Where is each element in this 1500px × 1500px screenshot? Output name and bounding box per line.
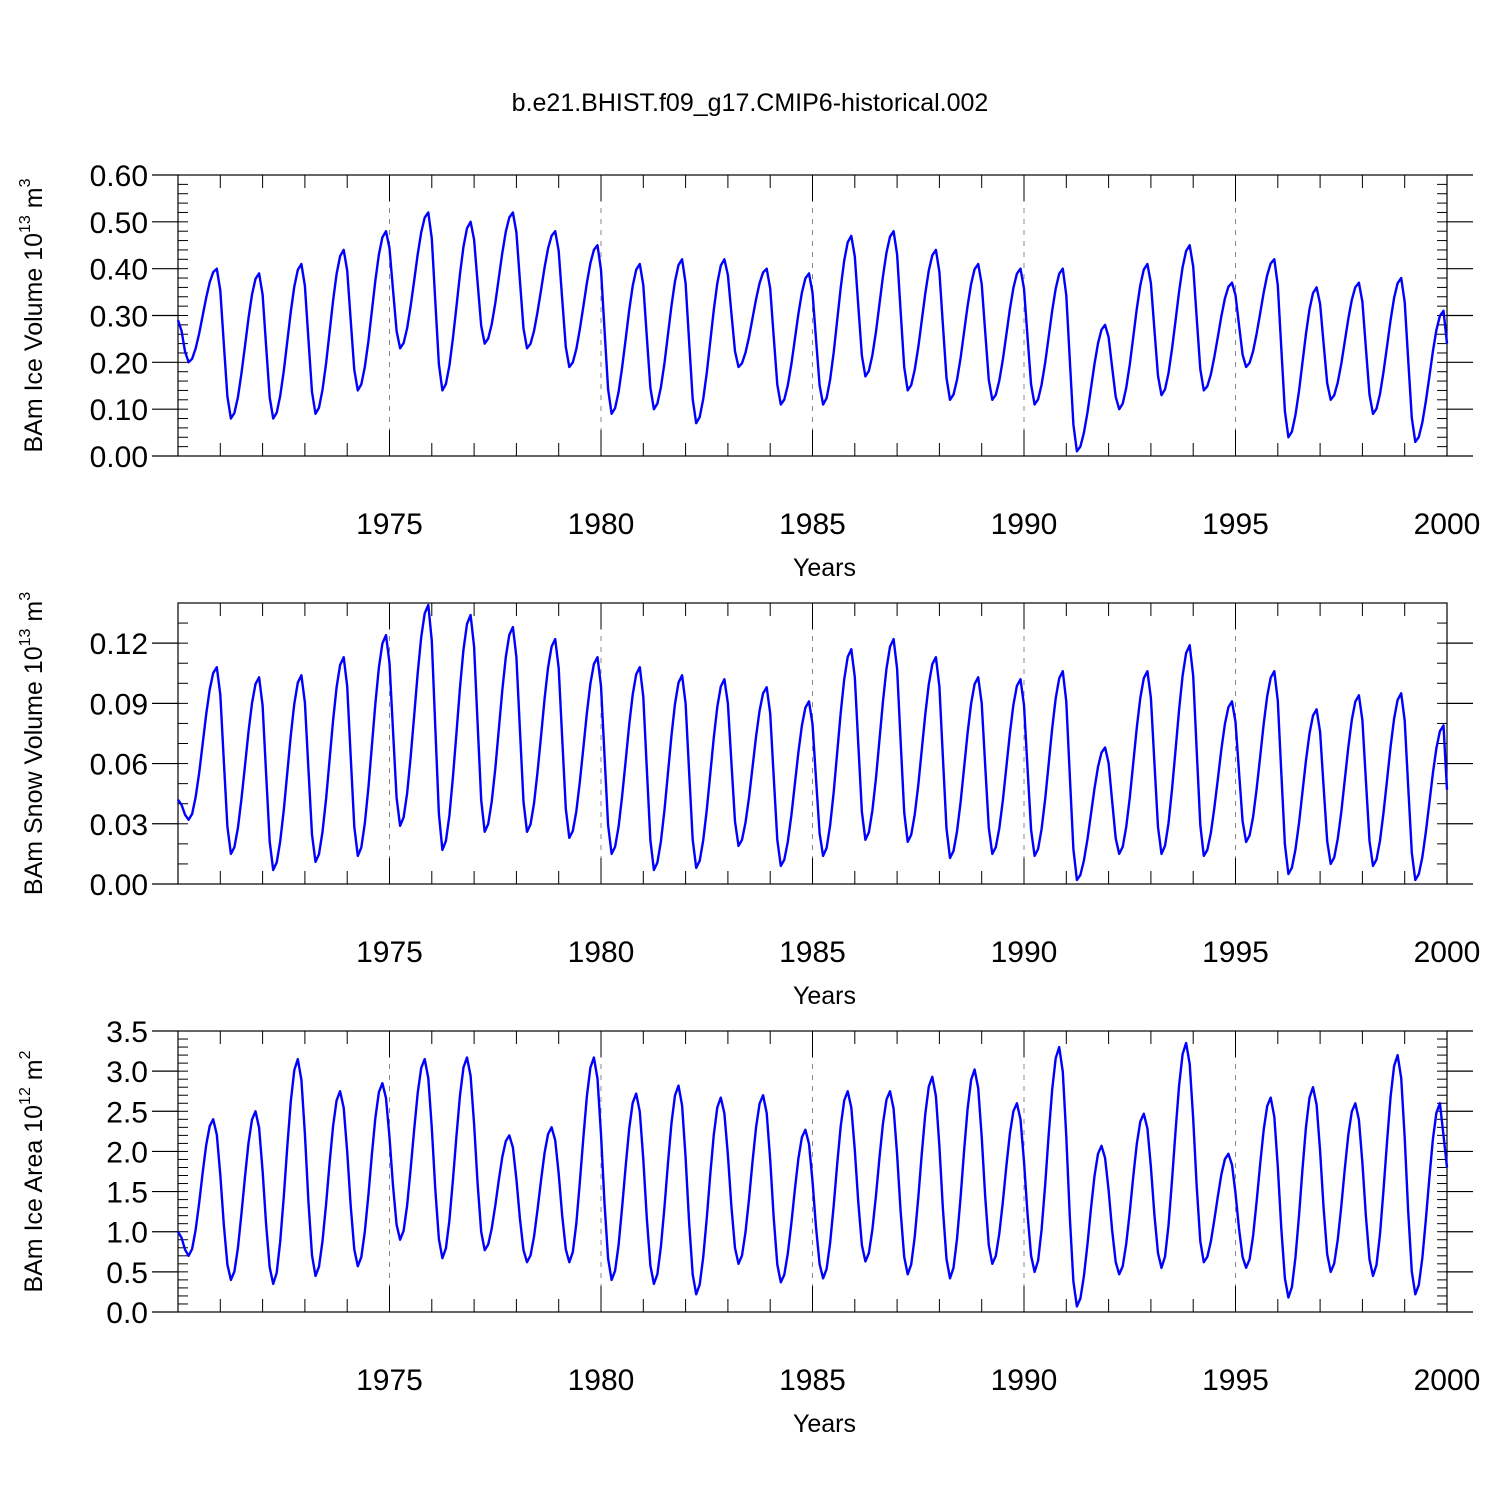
x-tick-label: 1995 [1202,1364,1269,1397]
series-line [177,603,1449,882]
x-tick-label: 1975 [356,1364,423,1397]
plot-frame [177,174,1448,457]
x-axis-title: Years [793,1410,856,1438]
y-tick-label: 0.03 [90,809,148,842]
chart-panel-3: 0.0 0.5 1.0 1.5 2.0 2.5 3.0 3.5 1975 1980 1985 1990… [17,1016,1480,1438]
plot-frame [177,602,1448,885]
x-tick-label: 1980 [568,1364,635,1397]
y-tick-label: 0.12 [90,628,148,661]
y-tick-label: 2.5 [106,1096,148,1129]
x-tick-label: 1980 [568,936,635,969]
x-tick-label: 1980 [568,508,635,541]
y-axis-title: BAm Ice Volume 1013 m3 [17,178,48,452]
y-axis-title: BAm Snow Volume 1013 m3 [17,592,48,895]
y-tick-label: 0.60 [90,160,148,193]
y-tick-label: 3.0 [106,1056,148,1089]
series-line [176,1041,1449,1308]
x-tick-label: 2000 [1414,508,1481,541]
y-tick-label: 0.0 [106,1297,148,1330]
x-tick-label: 2000 [1414,1364,1481,1397]
y-tick-label: 0.5 [106,1257,148,1290]
x-axis-title: Years [793,982,856,1010]
series-line [176,211,1449,453]
figure-title: b.e21.BHIST.f09_g17.CMIP6-historical.002 [512,89,989,117]
x-tick-label: 1990 [991,508,1058,541]
y-tick-label: 0.06 [90,749,148,782]
chart-panel-2: 0.00 0.03 0.06 0.09 0.12 1975 1980 1985 1990 1995… [17,592,1480,1010]
x-tick-label: 1975 [356,936,423,969]
x-tick-label: 1985 [779,1364,846,1397]
x-tick-label: 1990 [991,936,1058,969]
x-tick-label: 1990 [991,1364,1058,1397]
x-tick-label: 1995 [1202,508,1269,541]
y-tick-label: 2.0 [106,1136,148,1169]
y-tick-label: 0.20 [90,347,148,380]
chart-panel-1: 0.00 0.10 0.20 0.30 0.40 0.50 0.60 1975 1980 1985… [17,160,1480,582]
panels: 0.00 0.10 0.20 0.30 0.40 0.50 0.60 1975 1980 1985… [17,160,1480,1438]
y-tick-label: 3.5 [106,1016,148,1049]
y-axis-title: BAm Ice Area 1012 m2 [17,1050,48,1292]
x-tick-label: 2000 [1414,936,1481,969]
y-tick-label: 0.50 [90,207,148,240]
y-tick-label: 1.5 [106,1177,148,1210]
x-tick-label: 1985 [779,508,846,541]
x-tick-label: 1975 [356,508,423,541]
y-tick-label: 0.40 [90,254,148,287]
x-tick-label: 1985 [779,936,846,969]
y-tick-label: 0.10 [90,394,148,427]
y-tick-label: 1.0 [106,1217,148,1250]
y-tick-label: 0.00 [90,869,148,902]
y-tick-label: 0.30 [90,301,148,334]
y-tick-label: 0.00 [90,441,148,474]
y-tick-label: 0.09 [90,688,148,721]
x-tick-label: 1995 [1202,936,1269,969]
x-axis-title: Years [793,554,856,582]
